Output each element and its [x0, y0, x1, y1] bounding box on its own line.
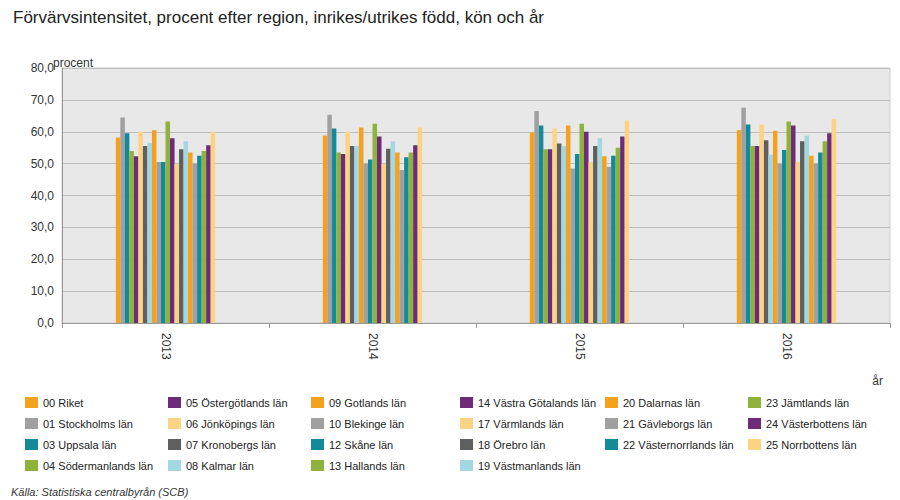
svg-text:07 Kronobergs län: 07 Kronobergs län	[186, 439, 276, 451]
svg-text:80,0: 80,0	[31, 61, 55, 75]
svg-text:25 Norrbottens län: 25 Norrbottens län	[766, 439, 857, 451]
svg-text:04 Södermanlands län: 04 Södermanlands län	[43, 460, 153, 472]
svg-text:18 Örebro län: 18 Örebro län	[478, 439, 545, 451]
svg-text:70,0: 70,0	[31, 93, 55, 107]
svg-text:01 Stockholms län: 01 Stockholms län	[43, 418, 133, 430]
svg-text:08 Kalmar län: 08 Kalmar län	[186, 460, 254, 472]
svg-text:Källa: Statistiska centralbyrå: Källa: Statistiska centralbyrån (SCB)	[11, 486, 189, 498]
svg-text:12 Skåne län: 12 Skåne län	[329, 439, 393, 451]
svg-text:21 Gävleborgs län: 21 Gävleborgs län	[623, 418, 712, 430]
svg-text:2016: 2016	[780, 333, 794, 360]
svg-text:60,0: 60,0	[31, 125, 55, 139]
svg-text:24 Västerbottens län: 24 Västerbottens län	[766, 418, 867, 430]
svg-text:09 Gotlands län: 09 Gotlands län	[329, 397, 406, 409]
svg-text:0,0: 0,0	[37, 316, 54, 330]
svg-text:2015: 2015	[573, 333, 587, 360]
svg-text:2014: 2014	[366, 333, 380, 360]
svg-text:2013: 2013	[159, 333, 173, 360]
svg-text:23 Jämtlands län: 23 Jämtlands län	[766, 397, 849, 409]
svg-text:13 Hallands län: 13 Hallands län	[329, 460, 405, 472]
svg-text:10 Blekinge län: 10 Blekinge län	[329, 418, 404, 430]
svg-text:20 Dalarnas län: 20 Dalarnas län	[623, 397, 700, 409]
svg-text:17 Värmlands län: 17 Värmlands län	[478, 418, 564, 430]
svg-text:22 Västernorrlands län: 22 Västernorrlands län	[623, 439, 734, 451]
svg-text:10,0: 10,0	[31, 284, 55, 298]
svg-text:50,0: 50,0	[31, 157, 55, 171]
svg-text:00 Riket: 00 Riket	[43, 397, 83, 409]
svg-text:procent: procent	[53, 56, 94, 70]
svg-text:år: år	[872, 374, 883, 388]
svg-text:19 Västmanlands län: 19 Västmanlands län	[478, 460, 581, 472]
svg-text:06 Jönköpings län: 06 Jönköpings län	[186, 418, 275, 430]
svg-text:40,0: 40,0	[31, 189, 55, 203]
svg-text:14 Västra Götalands län: 14 Västra Götalands län	[478, 397, 596, 409]
svg-text:Förvärvsintensitet, procent ef: Förvärvsintensitet, procent efter region…	[13, 8, 544, 27]
svg-text:03 Uppsala län: 03 Uppsala län	[43, 439, 116, 451]
svg-text:20,0: 20,0	[31, 252, 55, 266]
svg-text:30,0: 30,0	[31, 220, 55, 234]
svg-text:05 Östergötlands län: 05 Östergötlands län	[186, 397, 288, 409]
